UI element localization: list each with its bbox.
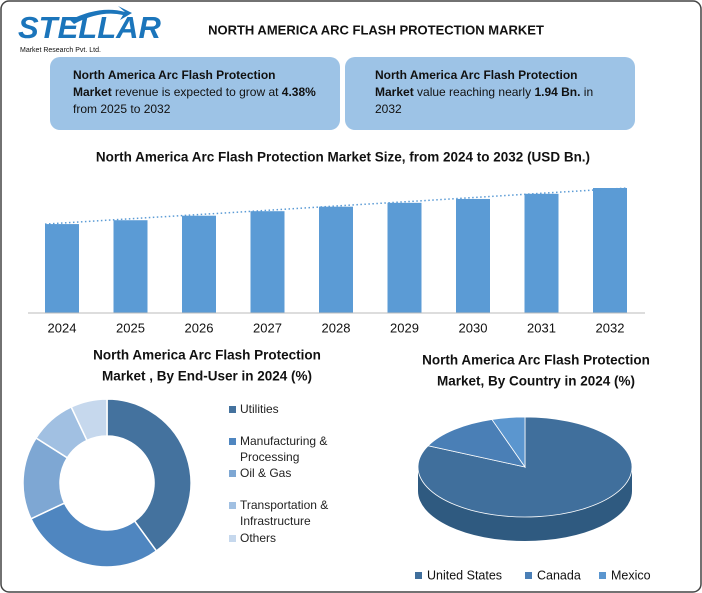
bar xyxy=(456,198,490,313)
legend-label: Utilities xyxy=(240,402,279,416)
chart-title: North America Arc Flash Protection Marke… xyxy=(96,150,590,165)
info-text: North America Arc Flash Protection Marke… xyxy=(73,68,276,99)
bar xyxy=(250,211,285,313)
pie-slice xyxy=(427,419,526,468)
bar xyxy=(182,215,216,313)
legend-label: Manufacturing & Processing xyxy=(240,434,328,464)
legend-swatch xyxy=(229,470,236,477)
chart-title: North America Arc Flash Protection xyxy=(93,348,321,363)
legend-swatch xyxy=(229,438,236,445)
bar xyxy=(113,220,148,313)
legend-label: Others xyxy=(240,531,277,545)
bar xyxy=(524,193,559,313)
x-tick-label: 2029 xyxy=(390,320,419,335)
legend-swatch xyxy=(415,572,422,579)
logo: STELLAR xyxy=(18,10,162,45)
legend-swatch xyxy=(229,535,236,542)
x-tick-label: 2032 xyxy=(596,320,625,335)
info-text: value reaching nearly xyxy=(413,85,535,99)
bar xyxy=(387,202,422,313)
x-tick-label: 2028 xyxy=(322,320,351,335)
legend-swatch xyxy=(599,572,606,579)
donut-segment xyxy=(106,398,192,553)
info-text: North America Arc Flash Protection Marke… xyxy=(375,68,578,99)
bar xyxy=(593,188,627,313)
bar xyxy=(319,206,353,313)
legend-label: Mexico xyxy=(611,568,651,582)
info-text: 4.38% xyxy=(281,85,316,99)
trend-line xyxy=(44,187,628,225)
info-text: revenue is expected to grow at xyxy=(111,85,282,99)
x-tick-label: 2031 xyxy=(527,320,556,335)
legend-label: United States xyxy=(427,568,502,582)
chart-title: Market , By End-User in 2024 (%) xyxy=(102,369,312,384)
legend-swatch xyxy=(229,502,236,509)
legend-label: Oil & Gas xyxy=(240,466,292,480)
logo-swoosh xyxy=(70,6,132,24)
donut-segment xyxy=(29,502,158,568)
donut-segment xyxy=(70,398,108,442)
bar xyxy=(45,224,79,313)
chart-title: North America Arc Flash Protection xyxy=(422,353,650,368)
logo-tagline: Market Research Pvt. Ltd. xyxy=(20,47,101,54)
legend-swatch xyxy=(525,572,532,579)
pie-side xyxy=(418,467,632,541)
x-tick-label: 2024 xyxy=(48,320,77,335)
legend-label: Canada xyxy=(537,568,581,582)
info-box: North America Arc Flash Protection Marke… xyxy=(50,57,340,130)
info-text: from 2025 to 2032 xyxy=(73,102,171,116)
pie-slice xyxy=(491,416,526,469)
x-tick-label: 2030 xyxy=(459,320,488,335)
x-tick-label: 2026 xyxy=(185,320,214,335)
info-box: North America Arc Flash Protection Marke… xyxy=(345,57,635,130)
x-tick-label: 2025 xyxy=(116,320,145,335)
page-title: NORTH AMERICA ARC FLASH PROTECTION MARKE… xyxy=(208,22,544,37)
info-text: 1.94 Bn. xyxy=(534,85,581,99)
legend-label: Transportation & Infrastructure xyxy=(240,498,329,528)
x-tick-label: 2027 xyxy=(253,320,282,335)
legend-swatch xyxy=(229,406,236,413)
info-text: in 2032 xyxy=(375,85,594,116)
chart-title: Market, By Country in 2024 (%) xyxy=(437,374,635,389)
